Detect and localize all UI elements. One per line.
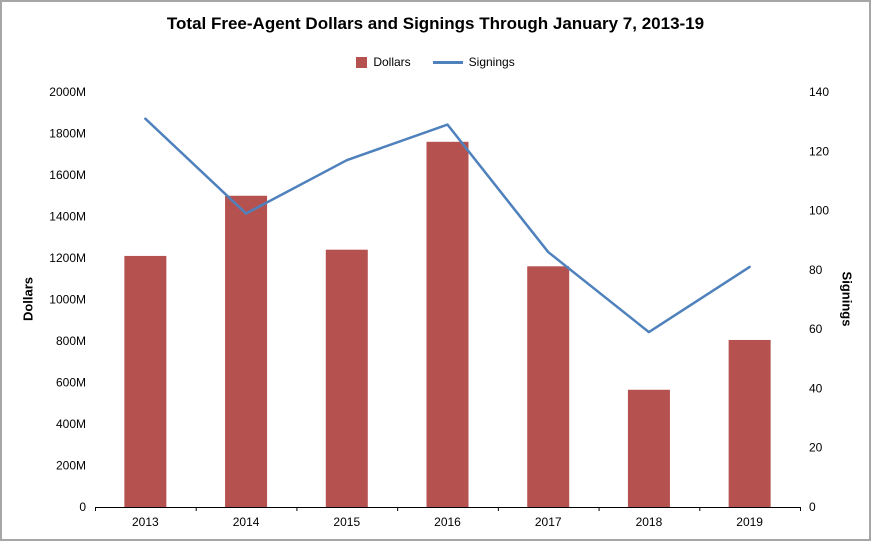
dollars-bar [426, 141, 469, 508]
dollars-bar [728, 339, 771, 507]
x-axis-category-label: 2015 [333, 515, 360, 529]
dollars-bar [627, 389, 670, 507]
right-axis-tick-label: 60 [809, 322, 823, 336]
x-axis-category-label: 2013 [132, 515, 159, 529]
dollars-bar [225, 195, 268, 507]
right-axis-tick-label: 120 [809, 144, 829, 158]
x-axis-category-label: 2019 [736, 515, 763, 529]
left-axis-tick-label: 400M [56, 417, 86, 431]
left-axis-tick-label: 200M [56, 459, 86, 473]
legend-label-dollars: Dollars [373, 55, 411, 69]
left-axis-tick-label: 1600M [49, 168, 86, 182]
dollars-legend-swatch [356, 56, 368, 68]
legend-item-dollars: Dollars [356, 55, 411, 69]
dollars-bar [527, 266, 570, 507]
signings-line [144, 117, 751, 334]
left-axis-tick-label: 2000M [49, 85, 86, 99]
left-axis-tick-label: 1400M [49, 210, 86, 224]
legend: Dollars Signings [2, 55, 869, 69]
left-axis-tick-label: 800M [56, 334, 86, 348]
right-axis-tick-label: 20 [809, 441, 823, 455]
legend-label-signings: Signings [468, 55, 515, 69]
left-axis-tick-label: 0 [79, 500, 86, 514]
right-axis-tick-label: 0 [809, 500, 816, 514]
x-axis-category-label: 2016 [434, 515, 461, 529]
right-axis-tick-label: 140 [809, 85, 829, 99]
legend-item-signings: Signings [432, 55, 515, 69]
left-axis-tick-label: 600M [56, 376, 86, 390]
chart-title: Total Free-Agent Dollars and Signings Th… [166, 14, 705, 33]
dollars-bar [325, 249, 368, 507]
signings-legend-swatch [432, 60, 463, 64]
right-axis-tick-label: 80 [809, 263, 823, 277]
left-axis-tick-label: 1800M [49, 127, 86, 141]
dollars-bar [124, 255, 167, 507]
right-axis-tick-label: 40 [809, 381, 823, 395]
left-axis-tick-label: 1200M [49, 251, 86, 265]
x-axis-category-label: 2014 [233, 515, 260, 529]
x-axis-category-label: 2018 [636, 515, 663, 529]
x-axis-category-label: 2017 [535, 515, 562, 529]
right-axis-tick-label: 100 [809, 204, 829, 218]
left-axis-tick-label: 1000M [49, 293, 86, 307]
